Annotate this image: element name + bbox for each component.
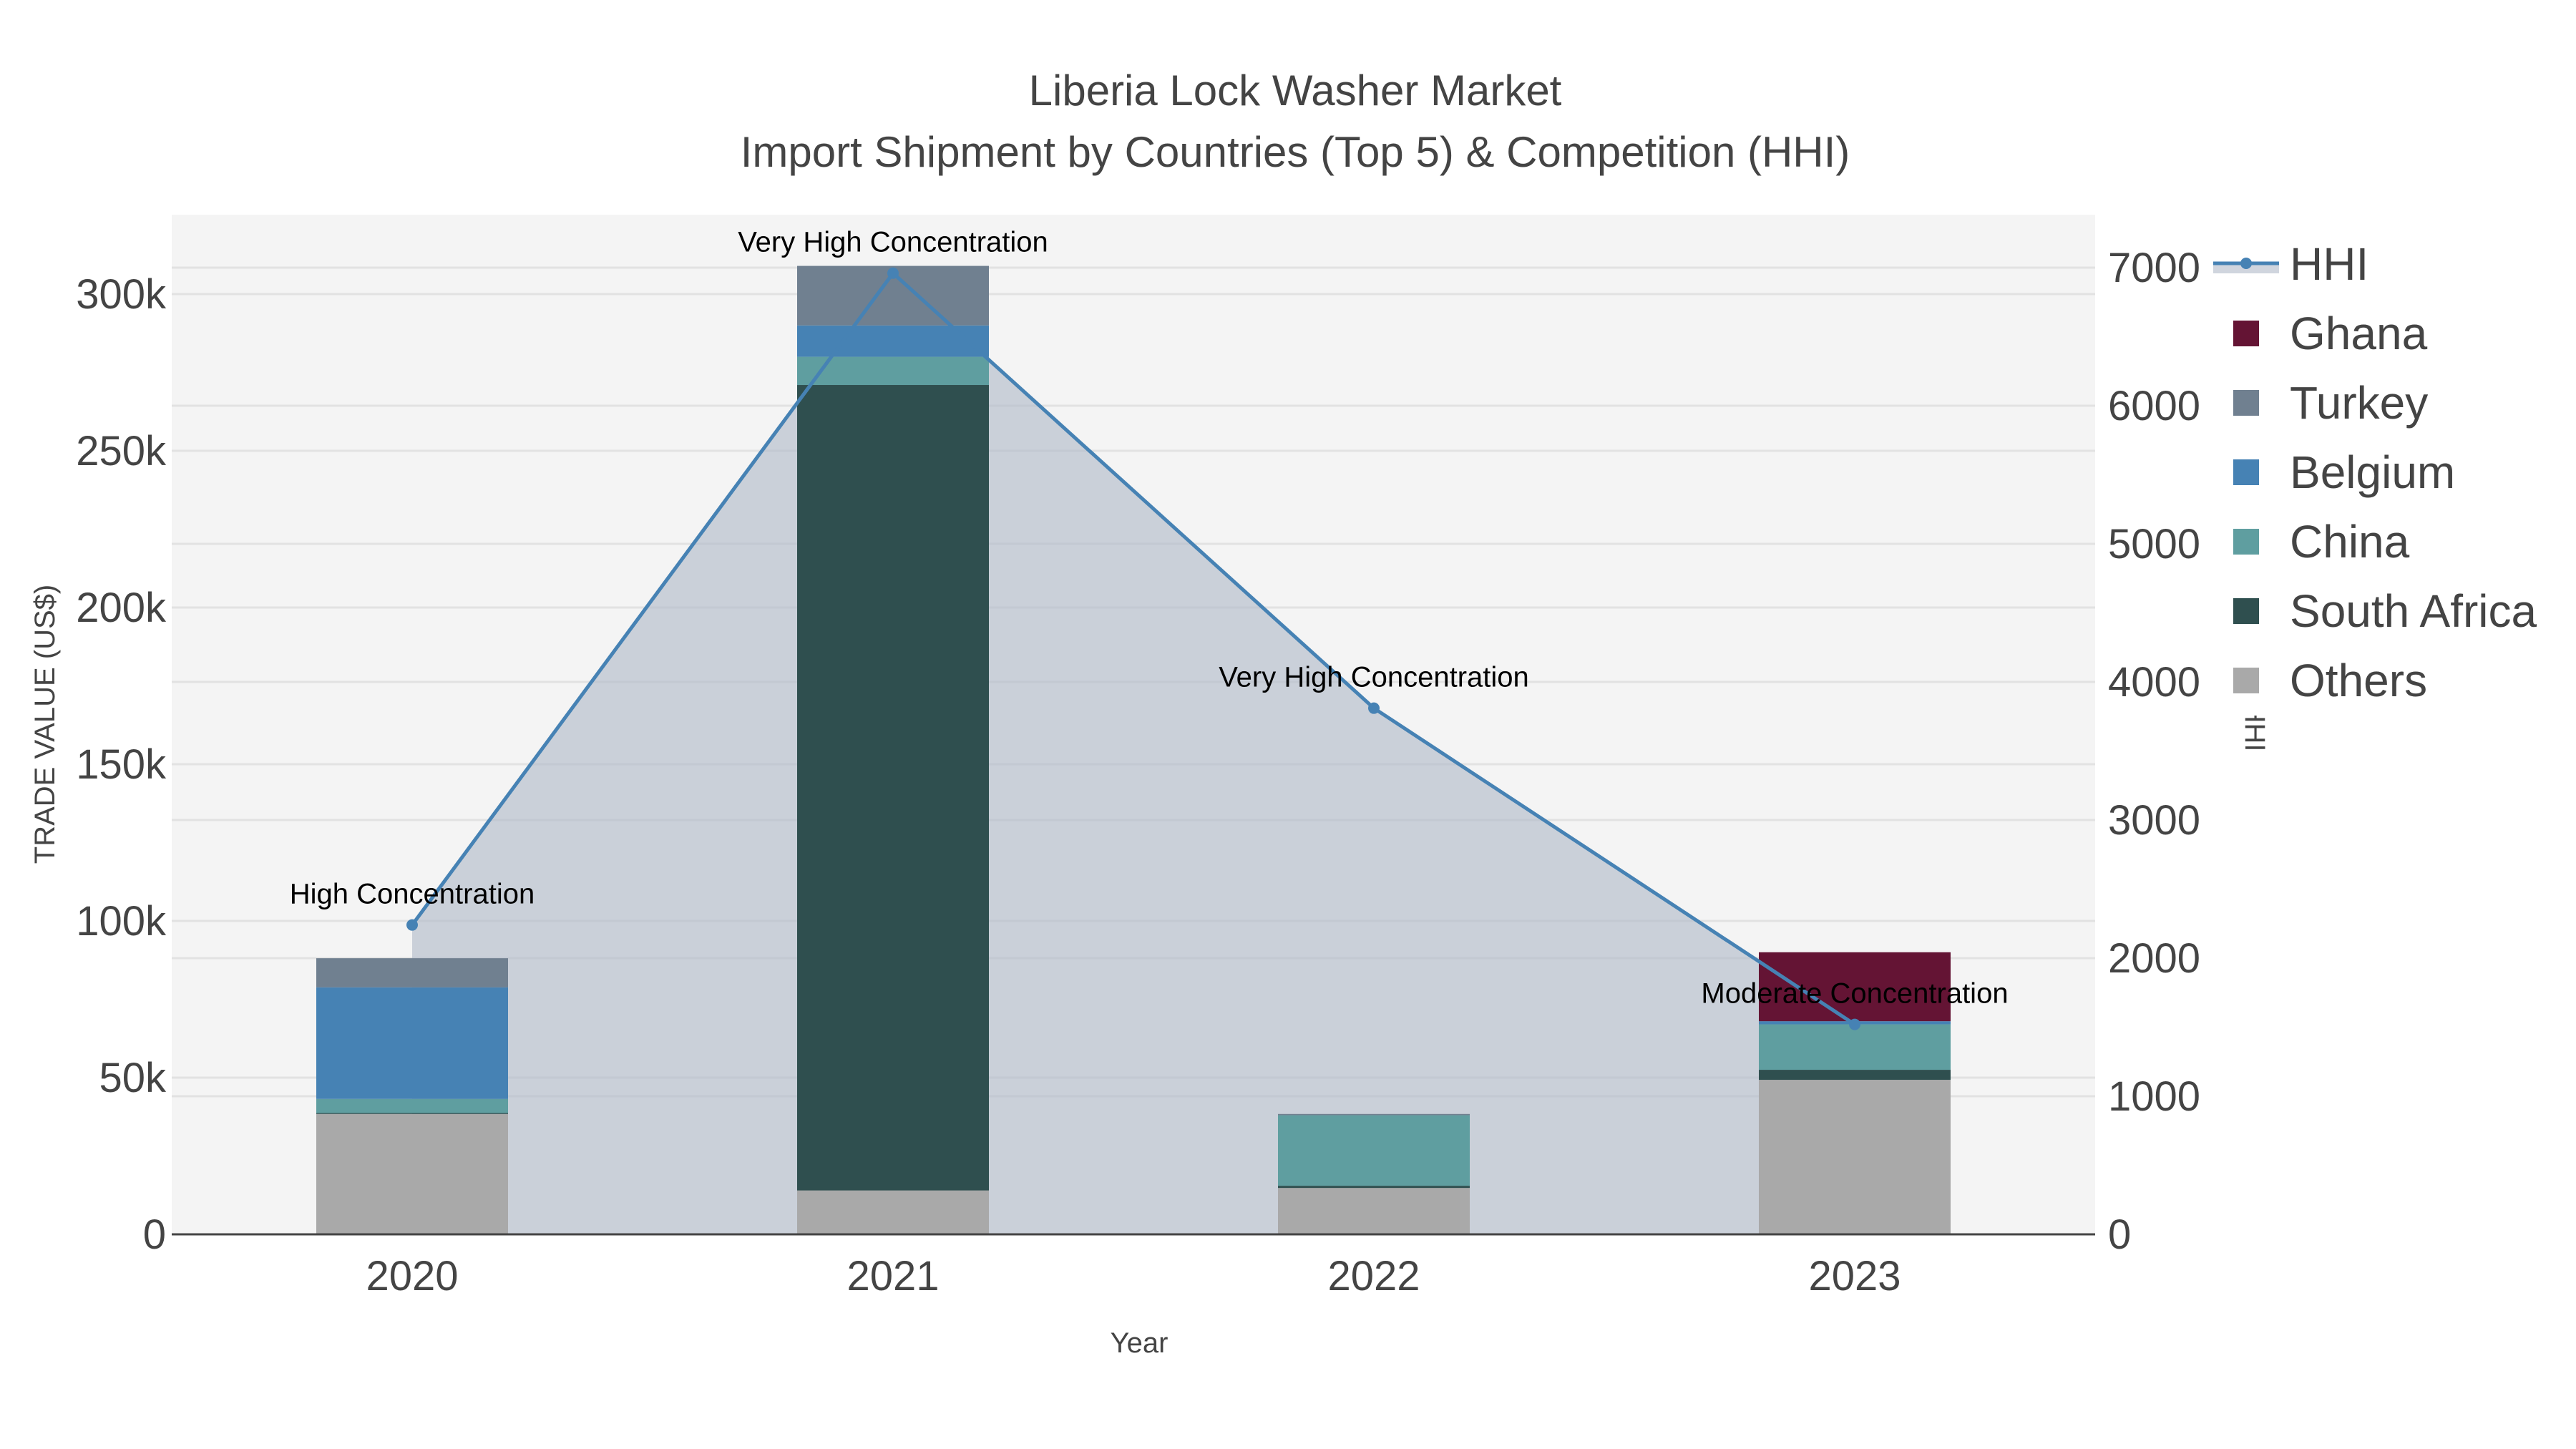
y-right-tick: 0 bbox=[2108, 1211, 2131, 1258]
concentration-annotations: High Concentration Very High Concentratio… bbox=[290, 227, 2009, 1010]
y-left-tick: 300k bbox=[76, 271, 167, 318]
stacked-bars bbox=[316, 265, 1951, 1234]
bar-segment-china[interactable] bbox=[797, 356, 989, 386]
legend-swatch-icon bbox=[2233, 390, 2259, 416]
annotation-2021: Very High Concentration bbox=[738, 227, 1048, 258]
legend-item-belgium[interactable]: Belgium bbox=[2233, 447, 2455, 498]
y-right-tick: 2000 bbox=[2108, 935, 2200, 982]
y-right-tick-labels: 0 1000 2000 3000 4000 5000 6000 7000 bbox=[2108, 245, 2200, 1258]
hhi-marker[interactable] bbox=[1368, 702, 1380, 714]
hhi-marker[interactable] bbox=[406, 919, 418, 931]
annotation-2020: High Concentration bbox=[290, 879, 535, 910]
y-left-tick: 0 bbox=[143, 1211, 166, 1258]
legend-label: South Africa bbox=[2290, 585, 2537, 637]
y-left-axis-title: TRADE VALUE (US$) bbox=[29, 585, 61, 864]
annotation-2023: Moderate Concentration bbox=[1701, 978, 2008, 1010]
y-right-tick: 5000 bbox=[2108, 521, 2200, 567]
x-tick: 2021 bbox=[847, 1253, 939, 1299]
legend-swatch-icon bbox=[2233, 529, 2259, 555]
hhi-marker[interactable] bbox=[1849, 1018, 1860, 1030]
y-left-tick: 150k bbox=[76, 741, 167, 788]
bar-stack-2021[interactable] bbox=[797, 265, 989, 1234]
x-tick: 2020 bbox=[366, 1253, 458, 1299]
legend-swatch-icon bbox=[2233, 598, 2259, 624]
hhi-line bbox=[406, 267, 1860, 1030]
legend-label: HHI bbox=[2290, 238, 2368, 290]
legend: HHI Ghana Turkey Belgium China South Africa Ot… bbox=[2210, 229, 2576, 716]
legend-label: China bbox=[2290, 516, 2410, 567]
bar-stack-2020[interactable] bbox=[316, 958, 508, 1234]
bar-segment-others[interactable] bbox=[1759, 1080, 1951, 1234]
legend-item-china[interactable]: China bbox=[2233, 516, 2410, 567]
bar-segment-ghana[interactable] bbox=[1759, 952, 1951, 1022]
hhi-marker[interactable] bbox=[887, 267, 899, 279]
bar-segment-others[interactable] bbox=[316, 1113, 508, 1234]
y-left-tick: 200k bbox=[76, 585, 167, 631]
x-axis-title: Year bbox=[1111, 1327, 1169, 1359]
hhi-area bbox=[412, 273, 1855, 1235]
bar-segment-turkey[interactable] bbox=[316, 958, 508, 987]
bar-segment-others[interactable] bbox=[1278, 1188, 1470, 1234]
legend-item-others[interactable]: Others bbox=[2233, 655, 2427, 706]
legend-item-turkey[interactable]: Turkey bbox=[2233, 377, 2428, 429]
bar-segment-china[interactable] bbox=[1759, 1024, 1951, 1070]
bar-segment-belgium[interactable] bbox=[797, 325, 989, 357]
legend-item-hhi[interactable]: HHI bbox=[2213, 238, 2368, 290]
bar-segment-south-africa[interactable] bbox=[1278, 1186, 1470, 1189]
legend-background bbox=[2210, 229, 2576, 716]
y-right-tick: 4000 bbox=[2108, 659, 2200, 706]
hhi-polyline bbox=[410, 270, 1856, 1026]
legend-label: Belgium bbox=[2290, 447, 2455, 498]
legend-swatch-icon bbox=[2233, 668, 2259, 693]
y-left-tick: 50k bbox=[99, 1055, 167, 1101]
bar-segment-south-africa[interactable] bbox=[1759, 1070, 1951, 1080]
bar-segment-turkey[interactable] bbox=[1278, 1113, 1470, 1116]
legend-marker-icon bbox=[2240, 258, 2252, 269]
annotation-2022: Very High Concentration bbox=[1219, 662, 1529, 693]
legend-label: Ghana bbox=[2290, 308, 2428, 359]
hhi-area-fill bbox=[412, 273, 1855, 1235]
bar-segment-china[interactable] bbox=[316, 1098, 508, 1113]
chart-subtitle: Import Shipment by Countries (Top 5) & C… bbox=[741, 128, 1850, 176]
bar-segment-belgium[interactable] bbox=[316, 987, 508, 1099]
x-tick: 2022 bbox=[1327, 1253, 1420, 1299]
y-left-tick: 100k bbox=[76, 898, 167, 945]
x-tick: 2023 bbox=[1808, 1253, 1901, 1299]
legend-swatch-icon bbox=[2233, 321, 2259, 346]
legend-label: Turkey bbox=[2290, 377, 2428, 429]
y-right-tick: 3000 bbox=[2108, 797, 2200, 844]
bar-stack-2023[interactable] bbox=[1759, 952, 1951, 1234]
legend-swatch-icon bbox=[2233, 459, 2259, 485]
y-right-tick: 6000 bbox=[2108, 383, 2200, 429]
bar-stack-2022[interactable] bbox=[1278, 1113, 1470, 1234]
legend-label: Others bbox=[2290, 655, 2427, 706]
bar-segment-south-africa[interactable] bbox=[797, 385, 989, 1191]
x-tick-labels: 2020 2021 2022 2023 bbox=[366, 1253, 1901, 1299]
y-right-tick: 7000 bbox=[2108, 245, 2200, 291]
bar-segment-others[interactable] bbox=[797, 1190, 989, 1234]
legend-item-ghana[interactable]: Ghana bbox=[2233, 308, 2428, 359]
bar-segment-china[interactable] bbox=[1278, 1115, 1470, 1186]
y-left-tick: 250k bbox=[76, 428, 167, 474]
legend-item-south-africa[interactable]: South Africa bbox=[2233, 585, 2537, 637]
chart-title: Liberia Lock Washer Market bbox=[1029, 67, 1562, 114]
y-right-tick: 1000 bbox=[2108, 1073, 2200, 1120]
y-left-tick-labels: 0 50k 100k 150k 200k 250k 300k bbox=[76, 271, 167, 1258]
